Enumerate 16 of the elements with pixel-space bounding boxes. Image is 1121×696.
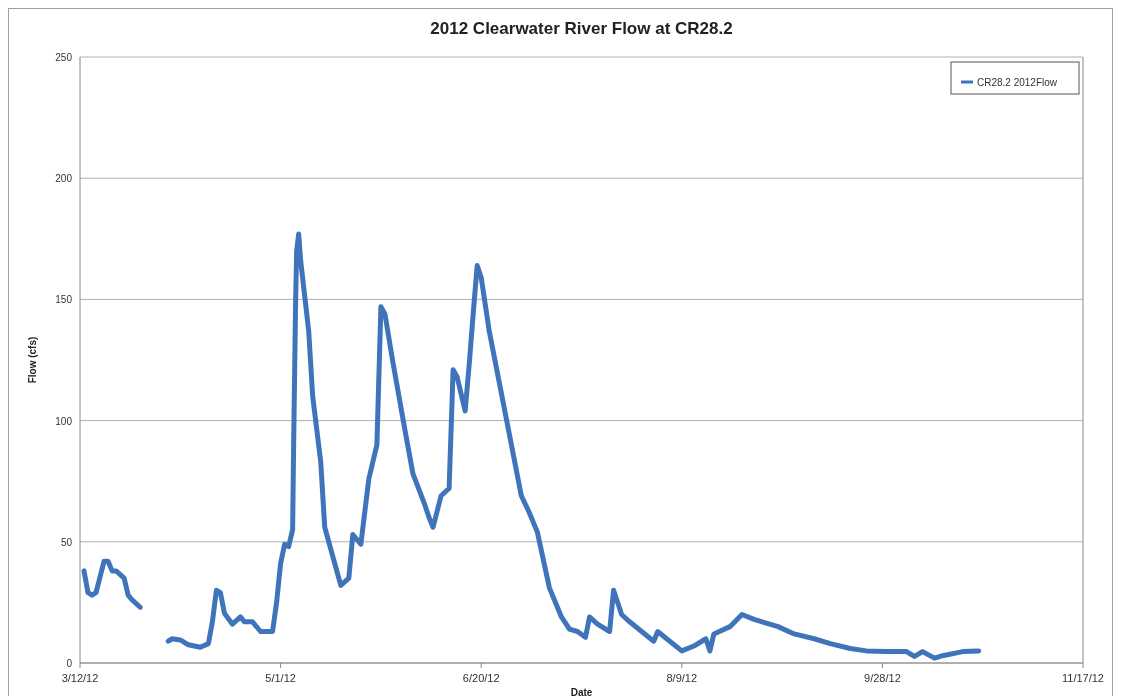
x-tick-label: 9/28/12 (864, 672, 901, 684)
x-tick-label: 6/20/12 (462, 672, 500, 684)
y-axis-title: Flow (cfs) (27, 336, 38, 384)
y-tick-label: 0 (66, 658, 73, 669)
x-tick-label: 5/1/12 (265, 672, 296, 684)
x-tick-label: 3/12/12 (61, 672, 99, 684)
y-tick-label: 250 (55, 52, 73, 63)
y-tick-label: 100 (55, 415, 73, 427)
y-tick-label: 150 (55, 294, 73, 306)
x-tick-label: 11/17/12 (1061, 672, 1105, 684)
x-axis-title: Date (570, 687, 593, 696)
x-tick-label: 8/9/12 (666, 672, 698, 684)
chart-title: 2012 Clearwater River Flow at CR28.2 (430, 19, 733, 38)
y-tick-label: 200 (55, 173, 73, 185)
legend-label: CR28.2 2012Flow (977, 77, 1058, 88)
y-tick-label: 50 (60, 536, 73, 548)
